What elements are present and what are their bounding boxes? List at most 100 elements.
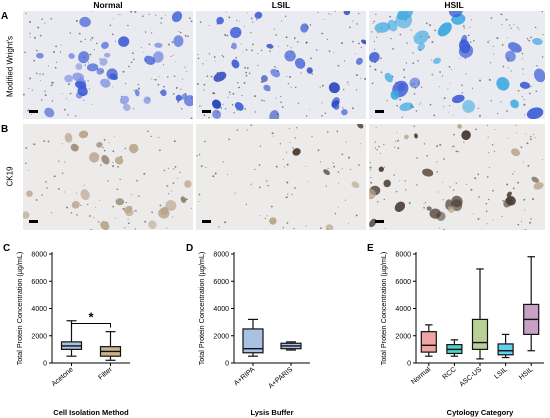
debris-dot bbox=[334, 11, 336, 12]
stained-cell bbox=[26, 190, 33, 197]
debris-dot bbox=[423, 143, 426, 145]
box-iqr bbox=[242, 328, 264, 354]
stained-cell bbox=[77, 86, 88, 97]
debris-dot bbox=[317, 11, 319, 14]
debris-dot bbox=[83, 99, 85, 101]
debris-dot bbox=[274, 66, 276, 68]
debris-dot bbox=[127, 222, 130, 225]
debris-dot bbox=[282, 158, 284, 160]
debris-dot bbox=[530, 36, 532, 39]
debris-dot bbox=[148, 13, 150, 16]
debris-dot bbox=[43, 140, 46, 142]
debris-dot bbox=[224, 221, 227, 224]
debris-dot bbox=[461, 92, 464, 94]
debris-dot bbox=[263, 100, 265, 102]
debris-dot bbox=[114, 40, 116, 42]
debris-dot bbox=[376, 149, 378, 151]
debris-dot bbox=[433, 114, 436, 117]
stained-cell bbox=[79, 16, 91, 28]
debris-dot bbox=[151, 211, 153, 214]
debris-dot bbox=[287, 45, 289, 47]
debris-dot bbox=[360, 46, 362, 49]
debris-dot bbox=[420, 102, 422, 104]
debris-dot bbox=[122, 207, 125, 210]
debris-dot bbox=[525, 133, 527, 135]
debris-dot bbox=[246, 67, 249, 70]
debris-dot bbox=[172, 54, 174, 56]
debris-dot bbox=[448, 66, 451, 68]
debris-dot bbox=[112, 165, 115, 168]
debris-dot bbox=[88, 88, 91, 90]
debris-dot bbox=[93, 49, 95, 51]
debris-dot bbox=[491, 143, 494, 146]
debris-dot bbox=[199, 105, 201, 107]
x-tick-label: HSIL bbox=[518, 366, 535, 381]
debris-dot bbox=[438, 86, 440, 88]
debris-dot bbox=[66, 98, 68, 100]
stained-cell bbox=[260, 75, 268, 83]
stained-cell bbox=[212, 109, 222, 119]
debris-dot bbox=[500, 13, 503, 16]
debris-dot bbox=[68, 83, 70, 86]
stained-cell bbox=[96, 141, 103, 148]
x-axis-label: Lysis Buffer bbox=[250, 408, 293, 417]
debris-dot bbox=[135, 210, 137, 212]
debris-dot bbox=[236, 19, 238, 22]
debris-dot bbox=[136, 179, 138, 182]
debris-dot bbox=[310, 57, 312, 60]
debris-dot bbox=[228, 91, 231, 94]
debris-dot bbox=[355, 214, 358, 217]
debris-dot bbox=[412, 36, 414, 38]
scale-bar bbox=[29, 220, 38, 223]
debris-dot bbox=[69, 92, 72, 95]
debris-dot bbox=[364, 78, 366, 80]
debris-dot bbox=[37, 26, 40, 29]
debris-dot bbox=[374, 68, 376, 70]
debris-dot bbox=[39, 73, 41, 75]
debris-dot bbox=[163, 169, 166, 172]
debris-dot bbox=[288, 128, 291, 130]
debris-dot bbox=[51, 81, 53, 84]
debris-dot bbox=[147, 130, 149, 133]
stained-cell bbox=[413, 30, 429, 45]
stained-cell bbox=[461, 130, 471, 140]
micrograph-texture bbox=[23, 11, 193, 119]
debris-dot bbox=[375, 127, 377, 129]
stained-cell bbox=[300, 23, 309, 33]
debris-dot bbox=[55, 45, 57, 48]
debris-dot bbox=[501, 215, 503, 217]
debris-dot bbox=[436, 145, 439, 148]
debris-dot bbox=[124, 227, 126, 229]
debris-dot bbox=[399, 180, 400, 182]
debris-dot bbox=[41, 194, 43, 196]
debris-dot bbox=[150, 135, 152, 138]
debris-dot bbox=[173, 140, 176, 143]
debris-dot bbox=[282, 227, 284, 229]
debris-dot bbox=[158, 136, 160, 138]
debris-dot bbox=[529, 92, 531, 95]
debris-dot bbox=[309, 109, 310, 110]
stained-cell bbox=[152, 51, 164, 63]
debris-dot bbox=[267, 184, 269, 187]
debris-dot bbox=[76, 192, 78, 194]
stained-cell bbox=[160, 206, 169, 216]
debris-dot bbox=[463, 141, 465, 143]
panel-letter-d: D bbox=[186, 243, 194, 254]
stained-cell bbox=[184, 180, 192, 188]
debris-dot bbox=[294, 137, 296, 139]
debris-dot bbox=[333, 165, 335, 168]
micrograph-wright-normal bbox=[23, 11, 193, 119]
debris-dot bbox=[492, 45, 494, 47]
debris-dot bbox=[522, 161, 524, 163]
debris-dot bbox=[39, 34, 42, 37]
debris-dot bbox=[523, 88, 525, 90]
stained-cell bbox=[414, 133, 418, 139]
debris-dot bbox=[319, 86, 321, 88]
debris-dot bbox=[358, 164, 360, 166]
debris-dot bbox=[344, 199, 346, 201]
stained-cell bbox=[343, 11, 351, 16]
debris-dot bbox=[97, 221, 100, 223]
debris-dot bbox=[179, 31, 182, 34]
debris-dot bbox=[321, 85, 323, 87]
debris-dot bbox=[424, 201, 426, 204]
